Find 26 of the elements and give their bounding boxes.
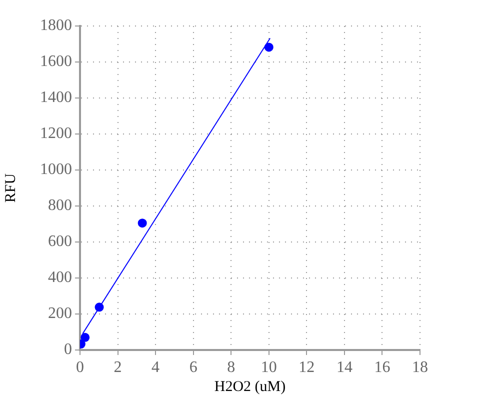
y-tick-label: 1600 [40, 53, 72, 70]
x-tick-label: 0 [76, 358, 84, 376]
point [264, 42, 274, 52]
x-tick-label: 12 [298, 358, 315, 376]
point [138, 218, 147, 228]
x-tick-label: 18 [412, 358, 428, 376]
y-tick-label: 200 [48, 305, 72, 322]
x-tick-label: 16 [374, 358, 390, 376]
x-tick-label: 10 [260, 358, 277, 376]
y-tick-label: 1800 [40, 17, 72, 34]
y-tick-label: 600 [48, 233, 72, 250]
y-tick-label: 1200 [40, 125, 72, 142]
y-tick-label: 1400 [40, 89, 72, 106]
y-tick-label: 0 [64, 341, 72, 358]
point [80, 332, 90, 342]
x-tick-label: 8 [227, 358, 236, 376]
x-tick-label: 4 [152, 358, 160, 376]
y-tick-label: 1000 [40, 161, 72, 178]
y-axis-title: RFU [2, 173, 19, 203]
y-tick-label: 800 [48, 197, 72, 214]
x-tick-label: 6 [189, 358, 198, 376]
y-tick-label: 400 [48, 269, 72, 286]
x-tick-label: 14 [336, 358, 352, 376]
point [94, 302, 104, 312]
x-tick-label: 2 [114, 358, 122, 376]
x-axis-title: H2O2 (uM) [214, 378, 286, 395]
